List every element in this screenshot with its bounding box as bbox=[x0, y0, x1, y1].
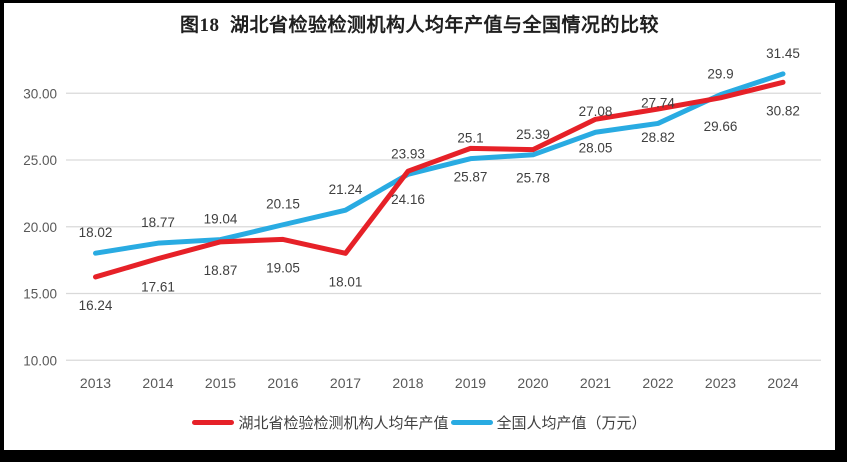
series-line-national bbox=[93, 71, 786, 256]
y-axis-tick-label: 30.00 bbox=[23, 86, 57, 101]
blue-line-swatch-icon bbox=[450, 419, 493, 425]
data-label: 17.61 bbox=[141, 280, 175, 295]
y-axis-tick-label: 20.00 bbox=[23, 220, 57, 235]
line-chart-plot-area: 30.00 25.00 20.00 15.00 10.00 2013 2014 2015 201… bbox=[23, 46, 821, 391]
y-axis-tick-label: 15.00 bbox=[23, 287, 57, 302]
data-label: 31.45 bbox=[766, 46, 800, 61]
x-axis-year-label: 2018 bbox=[392, 375, 423, 391]
data-label: 27.08 bbox=[579, 104, 613, 119]
data-label: 25.39 bbox=[516, 127, 550, 142]
data-label: 18.87 bbox=[204, 263, 238, 278]
x-axis-year-label: 2016 bbox=[267, 375, 298, 391]
data-label: 27.74 bbox=[641, 95, 675, 110]
data-label: 25.87 bbox=[454, 169, 488, 184]
data-label: 23.93 bbox=[391, 146, 425, 161]
x-axis-year-label: 2021 bbox=[580, 375, 611, 391]
data-label: 21.24 bbox=[329, 182, 363, 197]
legend-item-national: 全国人均产值（万元） bbox=[450, 412, 647, 433]
legend-item-hubei: 湖北省检验检测机构人均年产值 bbox=[192, 412, 449, 433]
legend-label-hubei: 湖北省检验检测机构人均年产值 bbox=[238, 414, 449, 432]
chart-canvas: 图18 湖北省检验检测机构人均年产值与全国情况的比较 30.00 25.00 20.… bbox=[4, 3, 835, 450]
data-label: 19.04 bbox=[204, 212, 238, 227]
series-line-hubei bbox=[93, 79, 786, 280]
data-label: 25.1 bbox=[457, 131, 483, 146]
data-label: 16.24 bbox=[79, 298, 113, 313]
x-axis-year-label: 2019 bbox=[455, 375, 486, 391]
data-label: 25.78 bbox=[516, 171, 550, 186]
x-axis-year-label: 2023 bbox=[705, 375, 736, 391]
data-label: 18.77 bbox=[141, 215, 175, 230]
x-axis-year-label: 2014 bbox=[142, 375, 173, 391]
chart-legend: 湖北省检验检测机构人均年产值 全国人均产值（万元） bbox=[4, 409, 835, 435]
x-axis-year-label: 2020 bbox=[517, 375, 548, 391]
data-label: 28.82 bbox=[641, 130, 675, 145]
red-line-swatch-icon bbox=[192, 419, 235, 425]
y-axis-tick-label: 25.00 bbox=[23, 153, 57, 168]
legend-label-national: 全国人均产值（万元） bbox=[496, 414, 647, 432]
x-axis-year-label: 2015 bbox=[205, 375, 236, 391]
data-label: 29.66 bbox=[704, 119, 738, 134]
data-label: 18.01 bbox=[329, 274, 363, 289]
x-axis-year-label: 2017 bbox=[330, 375, 361, 391]
data-label: 28.05 bbox=[579, 140, 613, 155]
data-label: 19.05 bbox=[266, 260, 300, 275]
x-axis-year-label: 2022 bbox=[642, 375, 673, 391]
data-label: 20.15 bbox=[266, 197, 300, 212]
data-label: 30.82 bbox=[766, 103, 800, 118]
data-label: 29.9 bbox=[707, 67, 733, 82]
chart-title: 图18 湖北省检验检测机构人均年产值与全国情况的比较 bbox=[179, 15, 659, 36]
y-axis-tick-label: 10.00 bbox=[23, 353, 57, 368]
x-axis-year-label: 2013 bbox=[80, 375, 111, 391]
x-axis-year-label: 2024 bbox=[767, 375, 798, 391]
data-label: 18.02 bbox=[79, 225, 113, 240]
data-label: 24.16 bbox=[391, 192, 425, 207]
